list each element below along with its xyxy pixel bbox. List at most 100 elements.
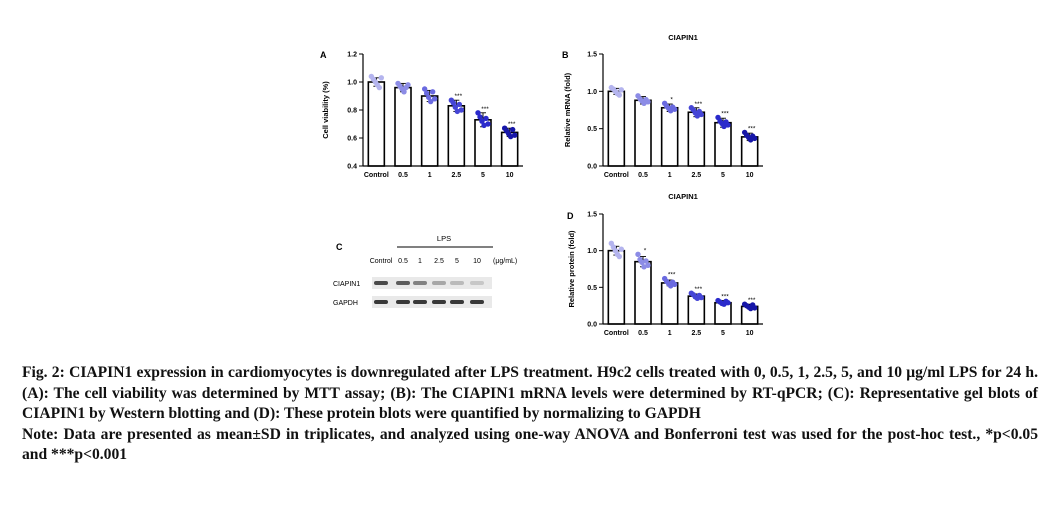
x-tick-label: 1 xyxy=(428,172,432,179)
bar xyxy=(394,86,412,167)
significance-label: * xyxy=(644,247,647,254)
x-tick-label: 10 xyxy=(746,172,754,179)
x-tick-label: 0.5 xyxy=(398,172,408,179)
y-tick-label: 0.0 xyxy=(587,164,597,171)
significance-label: *** xyxy=(481,106,489,113)
y-axis-label: Relative protein (fold) xyxy=(567,230,576,308)
data-point xyxy=(725,300,731,306)
x-tick-label: Control xyxy=(604,172,629,179)
significance-label: *** xyxy=(748,125,756,132)
significance-label: *** xyxy=(455,93,463,100)
data-point xyxy=(427,98,434,105)
x-tick-label: 1 xyxy=(668,172,672,179)
data-point xyxy=(645,99,651,105)
data-point xyxy=(671,281,678,288)
data-point xyxy=(635,251,641,258)
data-point xyxy=(401,89,407,95)
caption-text: CIAPIN1 expression in cardiomyocytes is … xyxy=(22,364,1038,422)
data-point xyxy=(485,121,491,127)
bar xyxy=(660,282,679,325)
blot-band xyxy=(470,300,484,304)
blot-band xyxy=(450,281,464,285)
bar xyxy=(607,249,626,325)
y-tick-label: 1.0 xyxy=(587,248,597,255)
y-tick-label: 1.5 xyxy=(587,52,597,59)
blot-lane-label: 10 xyxy=(473,258,481,265)
data-point xyxy=(479,118,485,124)
chart-title: CIAPIN1 xyxy=(668,33,698,42)
data-point xyxy=(671,106,678,112)
chart-title: CIAPIN1 xyxy=(668,192,698,201)
x-tick-label: 0.5 xyxy=(638,330,648,337)
data-point xyxy=(643,258,649,264)
data-point xyxy=(751,135,758,142)
caption-note: Note: Data are presented as mean±SD in t… xyxy=(22,425,1038,464)
data-point xyxy=(698,111,705,118)
blot-lane-label: 5 xyxy=(455,258,459,265)
figure-panels: A Control 0.5 1 *** 2.5 *** 5 *** 10 0.4 0.6 0.8 1.0… xyxy=(320,33,763,337)
data-point xyxy=(616,92,623,98)
panel-d-letter: D xyxy=(567,211,574,221)
bar xyxy=(367,81,386,167)
bar xyxy=(634,260,652,325)
x-tick-label: 5 xyxy=(721,330,725,337)
data-point xyxy=(698,294,705,301)
x-tick-label: 1 xyxy=(668,330,672,337)
blot-band xyxy=(432,300,446,304)
data-point xyxy=(423,90,430,96)
data-point xyxy=(452,104,459,110)
panel-c-letter: C xyxy=(336,242,343,252)
data-point xyxy=(618,87,625,93)
blot-band xyxy=(374,300,388,304)
significance-label: *** xyxy=(695,286,703,293)
panel-a-letter: A xyxy=(320,50,327,60)
blot-band xyxy=(396,281,410,285)
data-point xyxy=(376,84,383,91)
blot-lane-label: 0.5 xyxy=(398,258,408,265)
data-point xyxy=(509,126,516,133)
y-tick-label: 0.8 xyxy=(347,108,357,115)
blot-row-label: GAPDH xyxy=(333,300,358,307)
significance-label: * xyxy=(670,96,673,103)
bar xyxy=(660,106,679,167)
data-point xyxy=(477,114,483,120)
x-tick-label: 5 xyxy=(481,172,485,179)
data-point xyxy=(458,107,465,113)
figure-caption: Fig. 2: CIAPIN1 expression in cardiomyoc… xyxy=(22,363,1038,466)
blot-band xyxy=(413,300,427,304)
bar xyxy=(634,99,652,167)
x-tick-label: 10 xyxy=(746,330,754,337)
blot-lane-label: Control xyxy=(370,258,393,265)
blot-unit-label: (μg/mL) xyxy=(493,258,517,265)
x-tick-label: Control xyxy=(364,172,389,179)
blot-lane-label: 1 xyxy=(418,258,422,265)
blot-treatment-label: LPS xyxy=(437,234,451,243)
data-point xyxy=(483,115,489,122)
significance-label: *** xyxy=(748,297,756,304)
bar xyxy=(714,121,732,167)
chart-d: CIAPIN1 Control * 0.5 *** 1 *** 2.5 *** 5 *** 10 0.0… xyxy=(567,192,763,337)
caption-fig-label: Fig. 2: xyxy=(22,364,65,381)
y-tick-label: 1.0 xyxy=(347,80,357,87)
caption-main: Fig. 2: CIAPIN1 expression in cardiomyoc… xyxy=(22,363,1038,425)
x-tick-label: 2.5 xyxy=(451,172,461,179)
y-axis-label: Relative mRNA (fold) xyxy=(563,72,572,147)
data-point xyxy=(751,305,758,311)
data-point xyxy=(421,86,428,92)
blot-band xyxy=(450,300,464,304)
blot-band xyxy=(396,300,410,304)
y-tick-label: 1.0 xyxy=(587,89,597,96)
y-axis-label: Cell viability (%) xyxy=(321,81,330,139)
y-tick-label: 1.5 xyxy=(587,212,597,219)
x-tick-label: 10 xyxy=(506,172,514,179)
data-point xyxy=(645,262,651,269)
data-point xyxy=(425,94,432,101)
data-point xyxy=(429,89,436,95)
data-point xyxy=(511,132,518,138)
western-blot: LPS Control 0.5 1 2.5 5 10 (μg/mL) CIAPIN1 GAPDH xyxy=(333,234,517,308)
x-tick-label: Control xyxy=(604,330,629,337)
y-tick-label: 0.6 xyxy=(347,136,357,143)
blot-row-label: CIAPIN1 xyxy=(333,281,360,288)
significance-label: *** xyxy=(508,121,516,128)
blot-band xyxy=(413,281,427,285)
